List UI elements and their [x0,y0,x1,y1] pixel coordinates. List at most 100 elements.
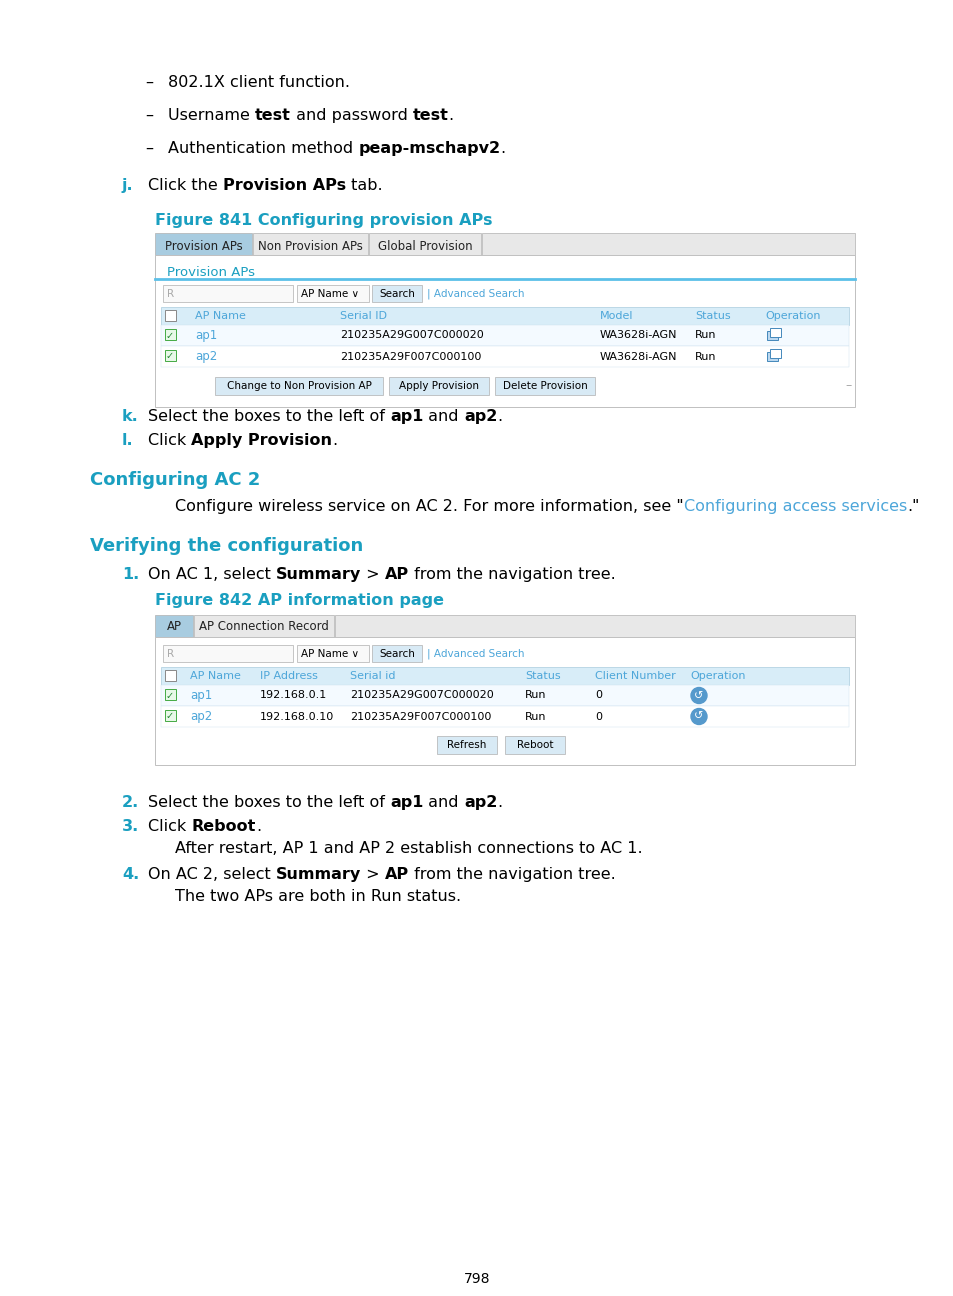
Text: Client Number: Client Number [595,671,675,680]
Text: WA3628i-AGN: WA3628i-AGN [599,330,677,341]
Bar [154,233,252,255]
Text: .: . [332,433,337,448]
Text: 210235A29G007C000020: 210235A29G007C000020 [339,330,483,341]
Bar [504,736,564,754]
Bar [161,346,848,367]
Text: Click: Click [148,819,192,835]
Bar [296,285,369,302]
Bar [495,377,595,395]
Text: 2.: 2. [122,794,139,810]
Bar [161,325,848,346]
Bar [165,670,175,680]
Text: After restart, AP 1 and AP 2 establish connections to AC 1.: After restart, AP 1 and AP 2 establish c… [174,841,642,855]
Text: ap2: ap2 [194,350,217,363]
Text: AP Name ∨: AP Name ∨ [301,649,358,658]
Text: Reboot: Reboot [192,819,255,835]
Bar [154,255,854,407]
Bar [165,350,175,362]
Text: 798: 798 [463,1271,490,1286]
Text: The two APs are both in Run status.: The two APs are both in Run status. [174,889,460,905]
Bar [165,329,175,340]
Bar [766,330,778,340]
Text: Configuring access services: Configuring access services [683,499,906,515]
Text: peap-mschapv2: peap-mschapv2 [358,141,500,156]
Text: ap2: ap2 [463,794,497,810]
Text: Reboot: Reboot [517,740,553,750]
Text: >: > [361,568,385,582]
Bar [769,328,781,337]
Text: k.: k. [122,410,138,424]
Bar [161,307,848,325]
Text: Run: Run [524,691,546,701]
Text: ap1: ap1 [390,794,423,810]
Text: j.: j. [122,178,133,193]
Text: Figure 841 Configuring provision APs: Figure 841 Configuring provision APs [154,213,492,228]
Text: ap1: ap1 [190,689,212,702]
Text: Run: Run [695,330,716,341]
Text: and: and [423,410,463,424]
Text: AP Name: AP Name [194,311,246,321]
Bar [214,377,382,395]
Text: Apply Provision: Apply Provision [398,381,478,391]
Text: AP: AP [167,619,181,632]
Bar [369,233,480,255]
Text: AP Connection Record: AP Connection Record [199,619,329,632]
Text: Global Provision: Global Provision [377,240,472,253]
Circle shape [690,687,706,704]
Bar [165,310,175,321]
Text: Summary: Summary [275,568,361,582]
Text: Click the: Click the [148,178,223,193]
Text: Search: Search [378,649,415,658]
Text: from the navigation tree.: from the navigation tree. [409,568,616,582]
Text: 3.: 3. [122,819,139,835]
Text: R: R [167,649,174,658]
Bar [436,736,497,754]
Bar [165,710,175,721]
Text: .: . [497,794,502,810]
Text: ↺: ↺ [694,691,703,701]
Text: Provision APs: Provision APs [165,240,242,253]
Text: Change to Non Provision AP: Change to Non Provision AP [226,381,371,391]
Text: | Advanced Search: | Advanced Search [427,289,524,299]
Text: 192.168.0.1: 192.168.0.1 [260,691,327,701]
Text: Summary: Summary [275,867,361,883]
Text: AP: AP [385,568,409,582]
Text: Verifying the configuration: Verifying the configuration [90,537,363,555]
Text: 4.: 4. [122,867,139,883]
Bar [335,616,854,638]
Text: .: . [497,410,502,424]
Text: Model: Model [599,311,633,321]
Bar [193,616,334,638]
Text: Select the boxes to the left of: Select the boxes to the left of [148,410,390,424]
Text: .: . [500,141,505,156]
Text: 210235A29F007C000100: 210235A29F007C000100 [350,712,491,722]
Text: –: – [845,380,851,393]
Text: Serial ID: Serial ID [339,311,387,321]
Text: .": ." [906,499,919,515]
Text: Refresh: Refresh [447,740,486,750]
Text: 192.168.0.10: 192.168.0.10 [260,712,334,722]
Text: 802.1X client function.: 802.1X client function. [168,75,350,89]
Text: Provision APs: Provision APs [223,178,346,193]
Bar [163,645,293,662]
Text: Non Provision APs: Non Provision APs [258,240,362,253]
Bar [372,285,421,302]
Text: Operation: Operation [689,671,744,680]
Text: Status: Status [695,311,730,321]
Text: from the navigation tree.: from the navigation tree. [409,867,615,883]
Bar [296,645,369,662]
Bar [154,616,193,638]
Text: Operation: Operation [764,311,820,321]
Text: Apply Provision: Apply Provision [192,433,332,448]
Text: –: – [145,75,152,89]
Text: AP Name ∨: AP Name ∨ [301,289,358,299]
Text: and password: and password [291,108,413,123]
Text: ap1: ap1 [390,410,423,424]
Text: Authentication method: Authentication method [168,141,358,156]
Text: .: . [448,108,454,123]
Text: 210235A29G007C000020: 210235A29G007C000020 [350,691,494,701]
Text: l.: l. [122,433,133,448]
Text: .: . [255,819,260,835]
Text: ✓: ✓ [165,330,173,341]
Text: ✓: ✓ [165,691,173,701]
